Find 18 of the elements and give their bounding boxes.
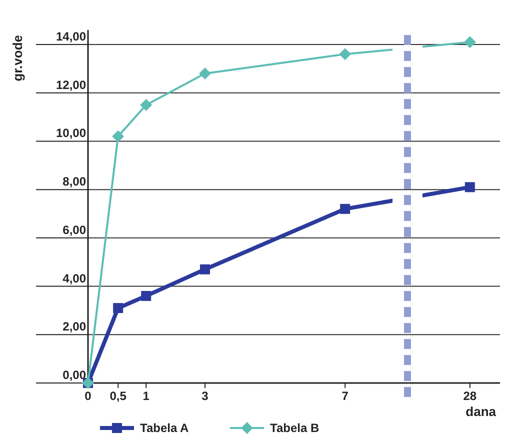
y-axis-title: gr.vode: [10, 35, 25, 82]
x-tick-label: 0,5: [110, 389, 127, 403]
x-axis-title: dana: [466, 404, 497, 419]
x-tick-label: 0: [84, 389, 92, 403]
x-tick-label: 7: [342, 389, 349, 403]
x-tick-label: 28: [463, 389, 477, 403]
y-tick-label: 8,00: [62, 174, 86, 189]
x-tick-label: 1: [142, 389, 150, 403]
y-tick-label: 4,00: [62, 271, 86, 286]
legend-label: Tabela B: [270, 421, 320, 435]
y-tick-label: 6,00: [62, 222, 86, 237]
y-tick-label: 10,00: [56, 126, 86, 140]
x-tick-label: 3: [202, 389, 209, 403]
y-tick-label: 2,00: [62, 320, 86, 334]
y-tick-label: 0,00: [62, 368, 86, 382]
y-tick-label: 14,00: [56, 30, 86, 44]
y-tick-label: 12,00: [56, 78, 86, 92]
legend-label: Tabela A: [140, 421, 190, 435]
